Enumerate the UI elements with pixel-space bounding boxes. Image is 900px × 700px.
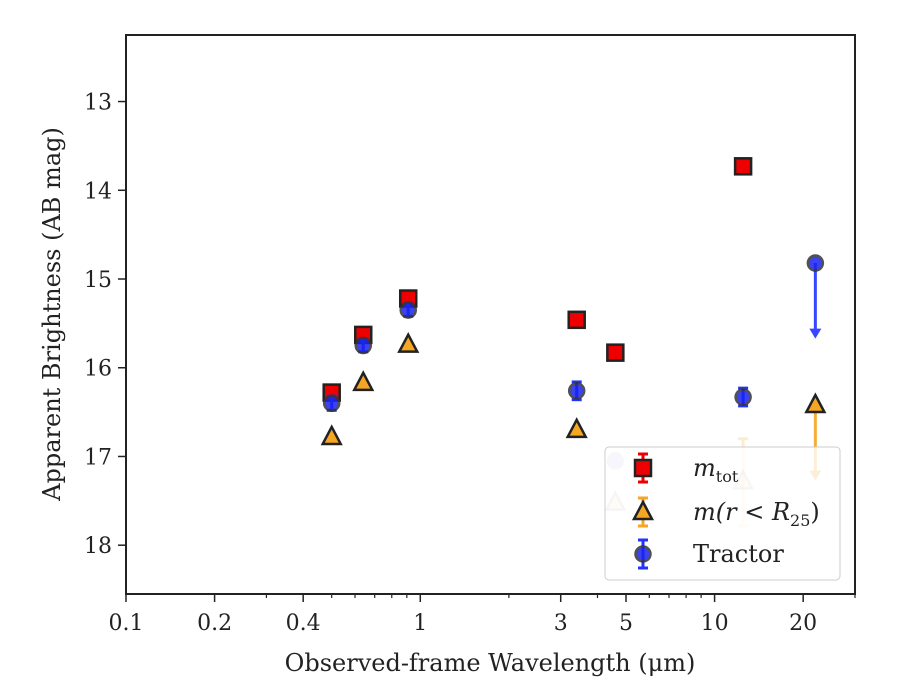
series-2-upper-limit-arrow-5-head — [809, 328, 822, 339]
x-tick-label-3: 1 — [413, 611, 427, 636]
y-axis-label: Apparent Brightness (AB mag) — [38, 127, 66, 502]
legend-box — [604, 446, 841, 581]
series-1-point-0 — [320, 424, 343, 446]
series-1-point-1 — [352, 370, 375, 392]
x-tick-label-7: 20 — [789, 611, 817, 636]
series-1-point-4 — [804, 392, 827, 414]
x-tick-label-6: 10 — [701, 611, 729, 636]
legend-label-2: Tractor — [693, 540, 784, 568]
series-2-point-4 — [734, 388, 752, 406]
series-2-point-0 — [322, 394, 341, 412]
x-axis-label: Observed-frame Wavelength (μm) — [285, 649, 696, 677]
series-1-point-3 — [565, 417, 588, 439]
legend-marker-0 — [633, 458, 653, 478]
series-0-point-4 — [606, 343, 625, 362]
axes-frame — [125, 34, 856, 595]
series-2-point-5 — [806, 254, 825, 272]
y-tick-label-4: 17 — [84, 445, 112, 470]
legend-marker-2 — [634, 545, 652, 563]
series-2-upper-limit-arrow-5 — [809, 263, 822, 339]
x-tick-label-4: 3 — [554, 611, 568, 636]
series-0 — [322, 157, 753, 402]
legend-label-1: m(r < R25) — [693, 498, 820, 530]
legend-marker-1 — [631, 499, 655, 521]
series-1-point-2 — [397, 331, 420, 353]
legend: mtot m(r < R25) Tractor — [604, 446, 841, 581]
y-tick-label-0: 13 — [84, 91, 112, 116]
y-tick-label-1: 14 — [84, 179, 112, 204]
x-tick-label-2: 0.4 — [286, 611, 321, 636]
y-tick-label-3: 16 — [84, 357, 112, 382]
x-tick-label-5: 5 — [619, 611, 633, 636]
series-2-point-1 — [354, 336, 373, 355]
legend-label-0: mtot — [693, 454, 739, 486]
series-0-point-5 — [733, 157, 753, 176]
y-tick-label-5: 18 — [84, 534, 112, 559]
y-tick-label-2: 15 — [84, 268, 112, 293]
series-2-point-2 — [399, 301, 417, 319]
series-2-point-3 — [567, 382, 586, 400]
x-tick-label-1: 0.2 — [197, 611, 232, 636]
x-tick-label-0: 0.1 — [109, 611, 144, 636]
series-0-point-3 — [567, 310, 586, 330]
